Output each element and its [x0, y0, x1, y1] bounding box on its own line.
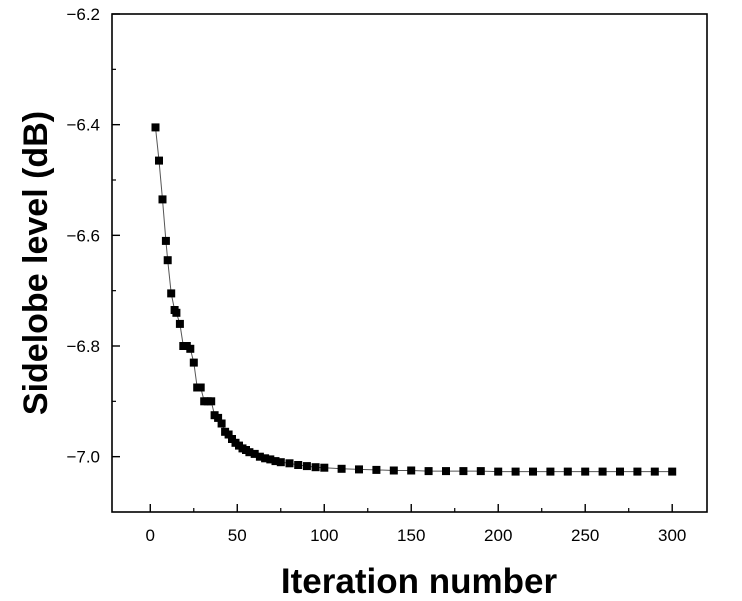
data-point: [563, 467, 572, 476]
data-point: [546, 467, 555, 476]
x-tick-label: 250: [571, 526, 599, 545]
x-tick-label: 300: [658, 526, 686, 545]
data-point: [320, 463, 329, 472]
data-point: [389, 466, 398, 475]
data-point: [266, 455, 275, 464]
data-point: [163, 256, 172, 265]
data-point: [158, 195, 167, 204]
data-point: [355, 465, 363, 474]
data-point: [529, 467, 537, 476]
data-point: [459, 467, 468, 476]
data-point: [261, 454, 270, 463]
x-tick-label: 200: [484, 526, 512, 545]
data-point: [616, 467, 624, 476]
data-point: [581, 467, 590, 476]
data-point: [407, 466, 416, 475]
y-axis-title: Sidelobe level (dB): [17, 111, 55, 415]
data-point: [650, 467, 659, 476]
data-point: [511, 467, 520, 476]
data-point: [337, 464, 346, 473]
x-tick-label: 50: [228, 526, 247, 545]
data-point: [161, 236, 170, 245]
y-tick-label: −6.4: [66, 116, 100, 135]
x-tick-label: 0: [146, 526, 155, 545]
data-point: [311, 463, 320, 472]
data-point: [302, 462, 311, 471]
data-point: [207, 397, 216, 406]
data-point: [224, 430, 233, 439]
data-point: [294, 461, 303, 469]
data-point: [633, 467, 642, 476]
x-axis-title: Iteration number: [281, 562, 558, 601]
data-point: [271, 457, 280, 466]
data-point: [151, 123, 160, 132]
data-point: [196, 383, 205, 392]
data-point: [255, 452, 264, 461]
ticks-layer: 0 50 100 150 200 250 300 −7.0 −6.8 −6.6 −6.4 −6.2: [66, 5, 686, 545]
data-point: [276, 458, 285, 467]
x-tick-label: 100: [310, 526, 338, 545]
y-tick-label: −7.0: [66, 448, 100, 467]
data-point: [598, 467, 607, 476]
data-point: [476, 467, 485, 476]
plot-frame: [111, 13, 708, 513]
data-point: [250, 449, 259, 458]
data-point: [424, 467, 433, 476]
data-point: [245, 448, 254, 457]
markers-layer: [151, 123, 677, 476]
y-tick-label: −6.8: [66, 337, 100, 356]
data-point: [155, 156, 163, 165]
y-tick-label: −6.2: [66, 5, 100, 24]
data-point: [668, 467, 677, 476]
data-point: [214, 413, 223, 422]
data-point: [189, 358, 198, 367]
data-point: [494, 467, 503, 476]
data-point: [442, 467, 450, 476]
data-point: [372, 465, 381, 474]
data-point: [175, 319, 184, 328]
data-point: [217, 419, 226, 428]
series-line: [155, 127, 673, 473]
data-point: [186, 344, 195, 353]
data-point: [172, 308, 181, 317]
y-tick-label: −6.6: [66, 226, 100, 245]
data-point: [285, 459, 294, 468]
data-point: [167, 289, 176, 298]
x-tick-label: 150: [397, 526, 425, 545]
